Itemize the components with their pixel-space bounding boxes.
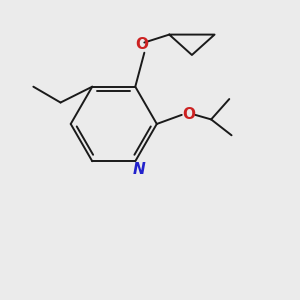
Text: O: O bbox=[182, 107, 195, 122]
Text: N: N bbox=[132, 162, 145, 177]
Text: O: O bbox=[136, 37, 148, 52]
